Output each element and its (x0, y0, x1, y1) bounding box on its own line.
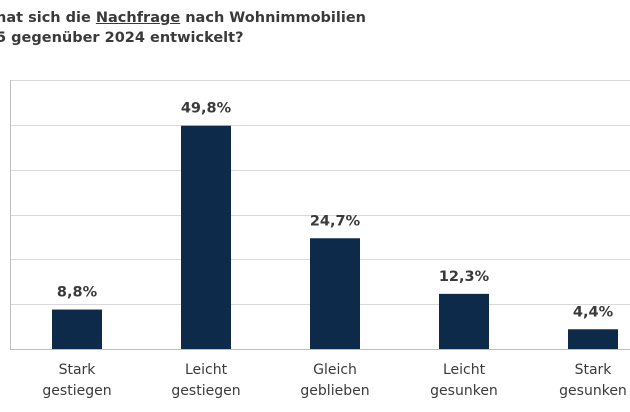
category-tick-label: Leicht (185, 362, 228, 378)
data-label: 4,4% (573, 304, 614, 320)
category-tick-label: Gleich (313, 362, 357, 378)
category-tick-label: geblieben (300, 383, 369, 399)
bars (52, 125, 618, 349)
chart-title: hat sich die Nachfrage nach Wohnimmobili… (0, 8, 596, 48)
bar (310, 238, 360, 349)
category-tick-label: Leicht (443, 362, 486, 378)
data-label: 8,8% (57, 285, 98, 301)
category-tick-label: Stark (575, 362, 613, 378)
chart-title-line-1: hat sich die Nachfrage nach Wohnimmobili… (0, 8, 596, 28)
category-tick-label: gesunken (430, 383, 498, 399)
chart-title-prefix: hat sich die (0, 10, 96, 26)
category-tick-label: gestiegen (42, 383, 111, 399)
category-tick-label: gesunken (559, 383, 627, 399)
data-labels: 8,8% 49,8% 24,7% 12,3% 4,4% (57, 101, 614, 321)
bar (181, 125, 231, 349)
bar (52, 309, 102, 349)
chart-title-underlined-word: Nachfrage (95, 10, 181, 26)
category-tick-label: Stark (59, 362, 97, 378)
plot-frame (10, 80, 630, 350)
data-label: 12,3% (439, 269, 490, 285)
bar (439, 293, 489, 349)
data-label: 24,7% (310, 213, 361, 229)
data-label: 49,8% (181, 101, 232, 117)
chart-title-line-2: 5 gegenüber 2024 entwickelt? (0, 30, 244, 46)
category-tick-label: gestiegen (171, 383, 240, 399)
gridlines (10, 80, 630, 305)
bar (568, 329, 618, 349)
category-labels: Stark gestiegen Leicht gestiegen Gleich gebli… (42, 362, 626, 399)
chart-title-suffix: nach Wohnimmobilien (180, 10, 366, 26)
